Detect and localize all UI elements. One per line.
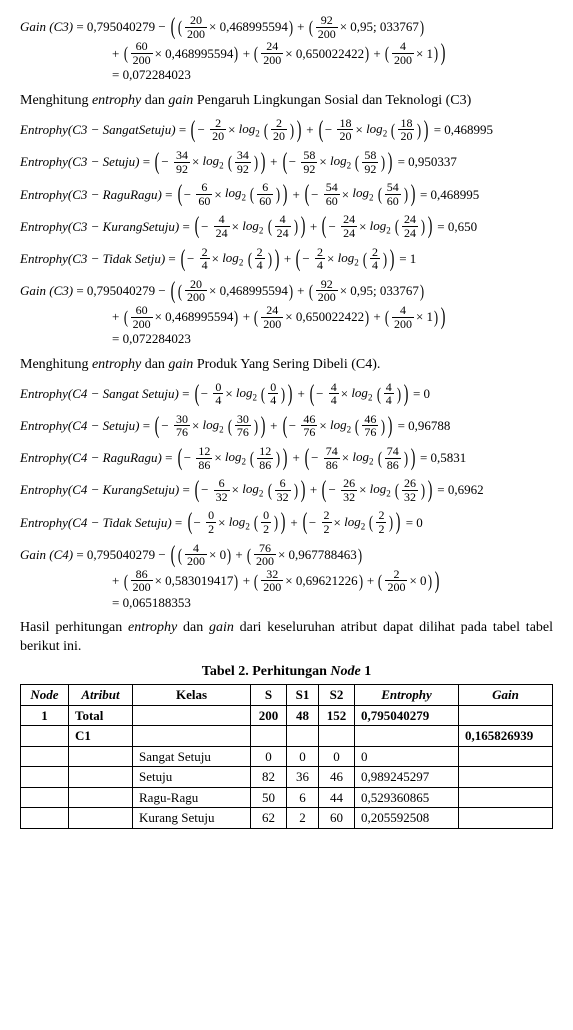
gain-c4: Gain (C4) = 0,795040279 − (( 4200 × 0) +… xyxy=(20,542,553,612)
table-cell: 50 xyxy=(251,787,287,808)
entropy-row: Entrophy(C3 − SangatSetuju) = (− 220× lo… xyxy=(20,117,553,143)
table-cell: Sangat Setuju xyxy=(133,746,251,767)
entropy-row: Entrophy(C3 − Setuju) = (− 3492× log2 (3… xyxy=(20,149,553,175)
table-cell xyxy=(251,726,287,747)
table-cell: 36 xyxy=(287,767,319,788)
table-row: Ragu-Ragu506440,529360865 xyxy=(21,787,553,808)
table-header-row: NodeAtributKelasSS1S2EntrophyGain xyxy=(21,685,553,706)
gain-c3-mid: Gain (C3) = 0,795040279 − (( 20200 × 0,4… xyxy=(20,278,553,348)
table-caption: Tabel 2. Perhitungan Node 1 xyxy=(20,663,553,682)
table-row: Sangat Setuju0000 xyxy=(21,746,553,767)
entropy-row: Entrophy(C4 − Setuju) = (− 3076× log2 (3… xyxy=(20,413,553,439)
node-table: NodeAtributKelasSS1S2EntrophyGain 1Total… xyxy=(20,684,553,829)
table-cell xyxy=(459,705,553,726)
table-cell xyxy=(21,746,69,767)
table-cell: 0 xyxy=(287,746,319,767)
table-cell xyxy=(133,726,251,747)
table-header-cell: S xyxy=(251,685,287,706)
table-cell xyxy=(355,726,459,747)
table-cell xyxy=(287,726,319,747)
table-cell: 82 xyxy=(251,767,287,788)
table-cell: 0 xyxy=(319,746,355,767)
table-cell: 6 xyxy=(287,787,319,808)
table-row: Setuju8236460,989245297 xyxy=(21,767,553,788)
table-cell xyxy=(133,705,251,726)
table-cell xyxy=(459,767,553,788)
table-cell: 0,795040279 xyxy=(355,705,459,726)
table-row: Kurang Setuju622600,205592508 xyxy=(21,808,553,829)
table-cell xyxy=(319,726,355,747)
entropy-row: Entrophy(C4 − RaguRagu) = (− 1286× log2 … xyxy=(20,445,553,471)
table-cell: 0,989245297 xyxy=(355,767,459,788)
table-header-cell: Node xyxy=(21,685,69,706)
table-cell xyxy=(459,787,553,808)
lhs: Gain (C3) xyxy=(20,18,73,36)
table-cell: 0 xyxy=(251,746,287,767)
table-cell xyxy=(459,808,553,829)
entropy-row: Entrophy(C4 − Sangat Setuju) = (− 04× lo… xyxy=(20,381,553,407)
paragraph-result: Hasil perhitungan entrophy dan gain dari… xyxy=(20,619,553,657)
table-cell: Ragu-Ragu xyxy=(133,787,251,808)
entropy-row: Entrophy(C3 − KurangSetuju) = (− 424× lo… xyxy=(20,213,553,239)
paragraph-c3-intro: Menghitung entrophy dan gain Pengaruh Li… xyxy=(20,92,553,111)
entropy-row: Entrophy(C3 − Tidak Setju) = (− 24× log2… xyxy=(20,246,553,272)
table-header-cell: S1 xyxy=(287,685,319,706)
table-cell xyxy=(21,808,69,829)
table-cell xyxy=(459,746,553,767)
table-cell: 0 xyxy=(355,746,459,767)
gain-c3-top: Gain (C3) = 0,795040279 − (( 20200 × 0,4… xyxy=(20,14,553,84)
table-header-cell: Kelas xyxy=(133,685,251,706)
table-header-cell: Atribut xyxy=(69,685,133,706)
entropy-row: Entrophy(C3 − RaguRagu) = (− 660× log2 (… xyxy=(20,181,553,207)
table-cell: 152 xyxy=(319,705,355,726)
table-cell: 48 xyxy=(287,705,319,726)
table-row: 1Total 200481520,795040279 xyxy=(21,705,553,726)
table-cell xyxy=(69,787,133,808)
table-cell: C1 xyxy=(69,726,133,747)
paragraph-c4-intro: Menghitung entrophy dan gain Produk Yang… xyxy=(20,356,553,375)
table-cell: 0,529360865 xyxy=(355,787,459,808)
table-cell xyxy=(21,767,69,788)
table-header-cell: Entrophy xyxy=(355,685,459,706)
table-header-cell: Gain xyxy=(459,685,553,706)
table-cell xyxy=(21,726,69,747)
entropy-row: Entrophy(C4 − KurangSetuju) = (− 632× lo… xyxy=(20,477,553,503)
table-row: C1 0,165826939 xyxy=(21,726,553,747)
table-cell: Setuju xyxy=(133,767,251,788)
entropy-c4-list: Entrophy(C4 − Sangat Setuju) = (− 04× lo… xyxy=(20,381,553,536)
table-cell: 60 xyxy=(319,808,355,829)
table-cell xyxy=(69,746,133,767)
table-cell: 44 xyxy=(319,787,355,808)
table-cell xyxy=(21,787,69,808)
table-cell xyxy=(69,767,133,788)
table-cell: 200 xyxy=(251,705,287,726)
table-cell: 0,165826939 xyxy=(459,726,553,747)
entropy-row: Entrophy(C4 − Tidak Setuju) = (− 02× log… xyxy=(20,509,553,535)
table-cell: 1 xyxy=(21,705,69,726)
table-cell: 62 xyxy=(251,808,287,829)
table-cell: 0,205592508 xyxy=(355,808,459,829)
table-cell xyxy=(69,808,133,829)
entropy-c3-list: Entrophy(C3 − SangatSetuju) = (− 220× lo… xyxy=(20,117,553,272)
table-header-cell: S2 xyxy=(319,685,355,706)
table-cell: Total xyxy=(69,705,133,726)
table-cell: 2 xyxy=(287,808,319,829)
table-cell: Kurang Setuju xyxy=(133,808,251,829)
table-cell: 46 xyxy=(319,767,355,788)
